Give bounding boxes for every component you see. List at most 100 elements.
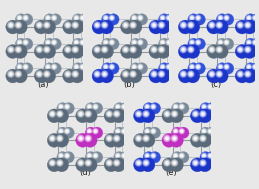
Circle shape (239, 49, 241, 50)
Circle shape (79, 161, 83, 165)
Circle shape (44, 46, 50, 53)
Text: (e): (e) (165, 168, 177, 177)
Circle shape (64, 104, 70, 109)
Circle shape (178, 69, 192, 83)
Circle shape (144, 112, 148, 116)
Circle shape (57, 127, 68, 139)
Circle shape (120, 69, 134, 83)
Circle shape (171, 160, 178, 166)
Circle shape (66, 105, 69, 108)
Circle shape (253, 15, 257, 20)
Circle shape (38, 24, 40, 26)
Circle shape (171, 152, 183, 163)
Circle shape (153, 24, 155, 26)
Circle shape (130, 63, 141, 74)
Circle shape (50, 38, 61, 50)
Circle shape (201, 136, 205, 140)
Circle shape (243, 69, 257, 83)
Circle shape (189, 40, 195, 45)
Circle shape (152, 105, 155, 108)
Circle shape (51, 161, 54, 165)
Circle shape (172, 112, 176, 116)
Circle shape (117, 155, 119, 156)
Text: (b): (b) (124, 80, 135, 89)
Circle shape (55, 109, 69, 123)
Circle shape (123, 155, 125, 156)
Circle shape (103, 72, 106, 76)
Circle shape (159, 63, 170, 74)
Circle shape (110, 65, 113, 68)
Circle shape (222, 63, 234, 74)
Circle shape (94, 46, 100, 53)
Circle shape (193, 136, 197, 140)
Circle shape (99, 45, 113, 58)
Circle shape (197, 41, 200, 44)
Circle shape (191, 17, 193, 19)
Circle shape (42, 20, 56, 34)
Circle shape (128, 20, 142, 34)
Circle shape (112, 158, 126, 172)
Circle shape (167, 41, 170, 44)
Circle shape (67, 24, 69, 26)
Circle shape (198, 109, 212, 123)
Circle shape (182, 72, 185, 76)
Circle shape (254, 17, 256, 19)
Circle shape (168, 17, 169, 19)
Circle shape (135, 111, 142, 117)
Circle shape (197, 17, 199, 19)
Circle shape (245, 38, 256, 50)
Circle shape (145, 162, 147, 164)
Circle shape (85, 135, 91, 142)
Circle shape (219, 65, 222, 68)
Circle shape (210, 72, 214, 76)
Circle shape (180, 22, 186, 28)
Circle shape (158, 46, 164, 53)
Circle shape (144, 161, 148, 165)
Circle shape (57, 103, 68, 114)
Circle shape (151, 104, 156, 109)
Circle shape (36, 46, 42, 53)
Circle shape (52, 64, 57, 69)
Circle shape (45, 40, 51, 45)
Circle shape (224, 64, 229, 69)
Circle shape (194, 14, 205, 25)
Circle shape (200, 135, 206, 142)
Circle shape (186, 69, 200, 83)
Circle shape (138, 40, 143, 45)
Circle shape (137, 136, 140, 140)
Circle shape (146, 130, 149, 133)
Circle shape (211, 24, 213, 26)
Circle shape (120, 45, 134, 58)
Circle shape (156, 45, 170, 58)
Circle shape (186, 45, 200, 58)
Circle shape (95, 130, 96, 132)
Circle shape (226, 42, 227, 43)
Circle shape (53, 17, 55, 19)
Circle shape (207, 45, 221, 58)
Circle shape (209, 155, 211, 156)
Circle shape (121, 104, 126, 109)
Circle shape (144, 136, 148, 140)
Circle shape (146, 154, 149, 157)
Circle shape (136, 14, 148, 25)
Circle shape (226, 17, 227, 19)
Circle shape (180, 130, 183, 133)
Circle shape (125, 73, 126, 75)
Circle shape (139, 41, 142, 44)
Circle shape (181, 130, 183, 132)
Circle shape (208, 104, 213, 109)
Circle shape (58, 112, 62, 116)
Circle shape (186, 20, 200, 34)
Circle shape (130, 14, 141, 25)
Circle shape (66, 106, 68, 107)
Circle shape (218, 15, 223, 20)
Circle shape (151, 153, 156, 158)
Circle shape (72, 71, 78, 77)
Circle shape (138, 113, 139, 115)
Circle shape (207, 20, 221, 34)
Circle shape (225, 41, 228, 44)
Circle shape (131, 23, 135, 27)
Circle shape (197, 16, 200, 19)
Circle shape (38, 49, 40, 50)
Circle shape (191, 66, 193, 68)
